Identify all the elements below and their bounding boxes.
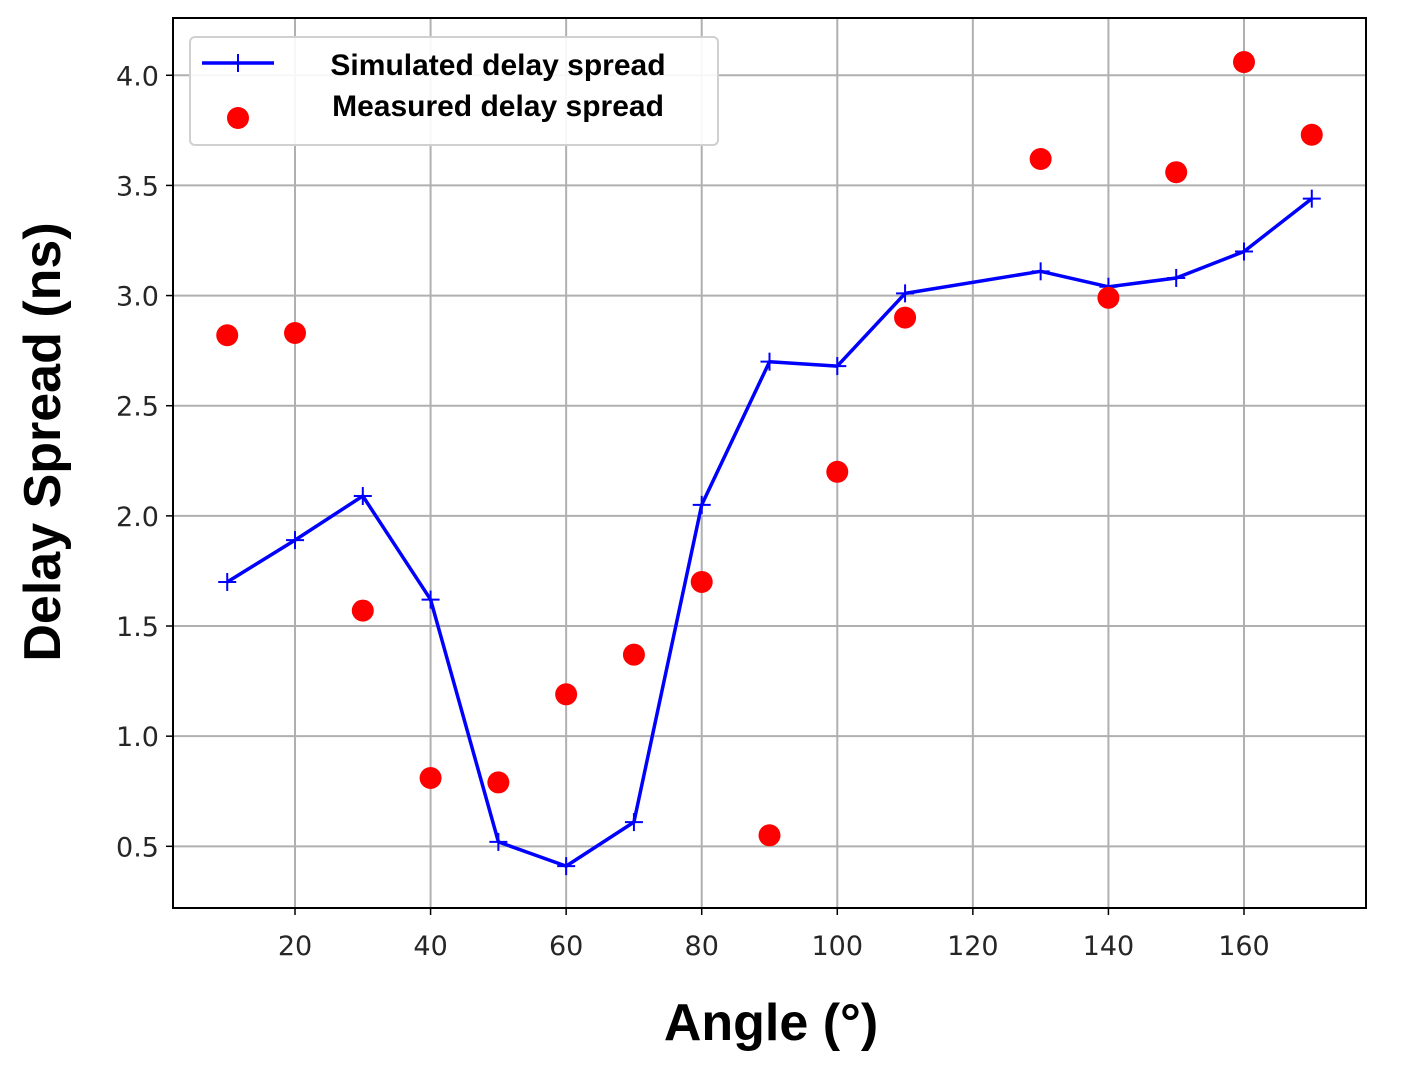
measured-point [419, 767, 442, 790]
simulated-series-line [226, 197, 1313, 868]
plot-frame [172, 17, 1367, 909]
simulated-point [896, 284, 915, 303]
measured-point [758, 824, 781, 847]
legend-label: Measured delay spread [332, 90, 664, 123]
simulated-point [353, 487, 372, 506]
simulated-point [557, 857, 576, 876]
x-tick-label: 100 [812, 931, 864, 962]
y-tick-label: 2.0 [116, 502, 159, 533]
legend-box [189, 36, 719, 146]
plot-area [216, 51, 1323, 876]
legend: Simulated delay spread Measured delay spr… [189, 36, 719, 146]
measured-point [284, 322, 307, 345]
x-axis-label: Angle (°) [664, 994, 878, 1052]
measured-point [1165, 161, 1188, 184]
simulated-point [1302, 189, 1321, 208]
x-tick-label: 80 [685, 931, 719, 962]
measured-point [216, 324, 239, 347]
measured-point [894, 306, 917, 329]
x-tick-label: 120 [947, 931, 999, 962]
ticks: 20 40 60 80 100 120 140 160 0.5 1.0 1.5 2.0 2.5 3.0 3.… [116, 61, 1270, 962]
y-tick-label: 3.0 [116, 282, 159, 313]
measured-point [1300, 123, 1323, 146]
y-axis-label: Delay Spread (ns) [14, 222, 72, 661]
simulated-point [218, 572, 237, 591]
measured-point [690, 570, 713, 593]
simulated-point [828, 357, 847, 376]
measured-point [622, 643, 645, 666]
measured-point [487, 771, 510, 794]
measured-point [1029, 147, 1052, 170]
simulated-point [1234, 242, 1253, 261]
y-tick-label: 2.5 [116, 392, 159, 423]
y-tick-label: 4.0 [116, 61, 159, 92]
grid [173, 18, 1366, 908]
y-tick-label: 3.5 [116, 171, 159, 202]
simulated-point [760, 352, 779, 371]
x-tick-label: 20 [278, 931, 312, 962]
x-tick-label: 60 [549, 931, 583, 962]
legend-plus-swatch [229, 54, 247, 72]
legend-dot-swatch [227, 107, 249, 129]
measured-point [1232, 51, 1255, 74]
y-tick-label: 1.5 [116, 612, 159, 643]
y-tick-label: 0.5 [116, 832, 159, 863]
simulated-point [624, 813, 643, 832]
simulated-point [286, 531, 305, 550]
x-tick-label: 40 [413, 931, 447, 962]
simulated-point [1167, 268, 1186, 287]
simulated-point [421, 590, 440, 609]
simulated-point [489, 832, 508, 851]
measured-point [1097, 286, 1120, 309]
y-tick-label: 1.0 [116, 722, 159, 753]
x-tick-label: 160 [1218, 931, 1270, 962]
measured-point [826, 460, 849, 483]
simulated-point [1031, 262, 1050, 281]
x-tick-label: 140 [1083, 931, 1135, 962]
measured-point [351, 599, 374, 622]
legend-label: Simulated delay spread [330, 49, 665, 82]
measured-point [555, 683, 578, 706]
simulated-point [692, 495, 711, 514]
